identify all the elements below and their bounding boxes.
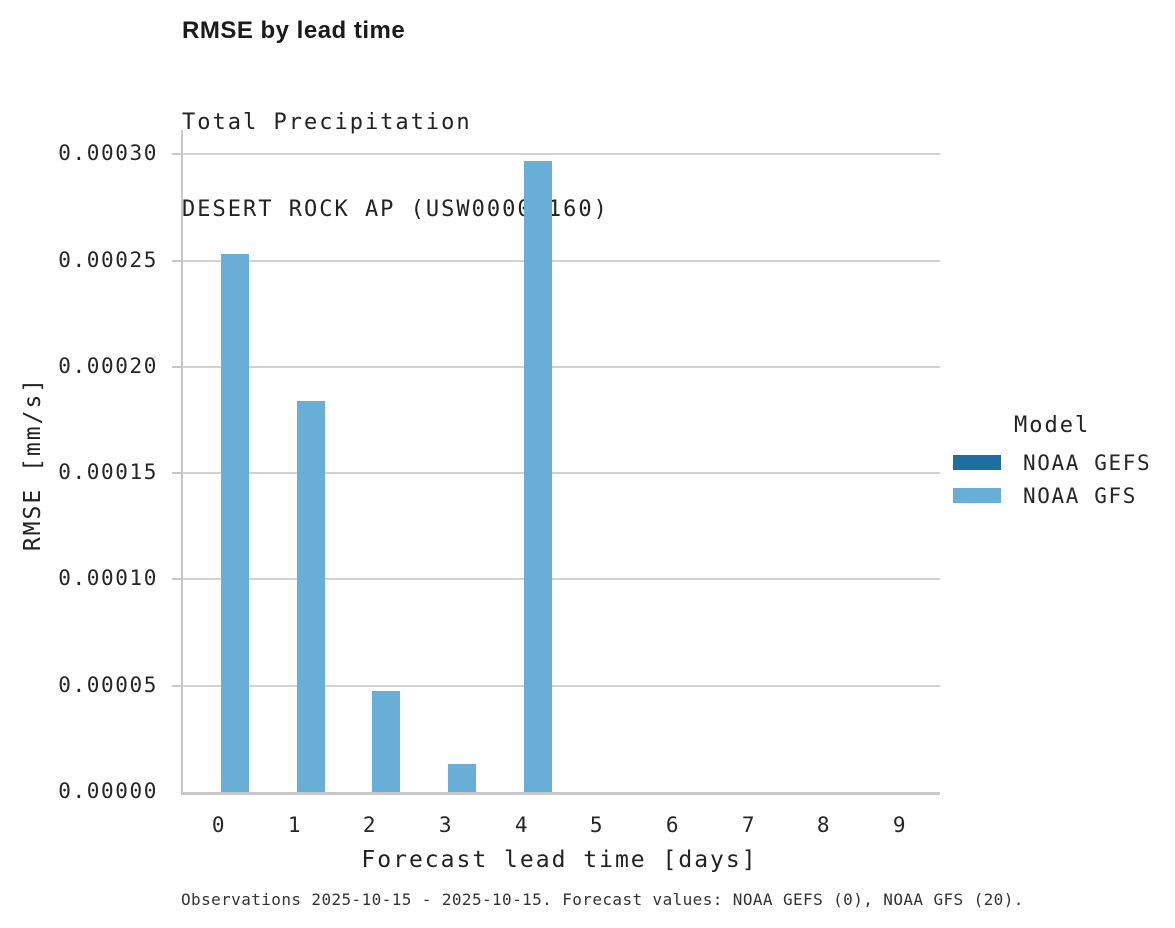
bar-noaa-gfs-lead-1 [297,401,325,792]
legend-swatch-noaa-gefs [953,455,1001,470]
bar-noaa-gfs-lead-4 [524,161,552,792]
x-tick-label: 3 [438,813,454,837]
chart-subtitle: Total Precipitation DESERT ROCK AP (USW0… [182,50,609,282]
legend-label-noaa-gefs: NOAA GEFS [1023,451,1152,475]
y-tick-label: 0.00000 [58,779,158,803]
y-tick-label: 0.00015 [58,460,158,485]
chart-title: RMSE by lead time [182,17,406,44]
y-tick-label: 0.00020 [58,353,158,378]
gridline [183,472,940,475]
y-tick-label: 0.00010 [58,566,158,591]
x-tick-label: 1 [287,813,303,837]
x-tick-label: 6 [665,813,681,837]
y-tick-mark [172,365,181,368]
gridline [183,259,940,262]
y-tick-label: 0.00030 [58,141,158,166]
footnote-caption: Observations 2025-10-15 - 2025-10-15. Fo… [181,890,1024,909]
legend-title: Model [1014,413,1091,438]
plot-panel [181,130,940,795]
subtitle-variable: Total Precipitation [182,110,472,135]
y-tick-mark [172,153,181,156]
x-tick-label: 0 [211,813,227,837]
y-tick-label: 0.00025 [58,247,158,272]
gridline [183,365,940,368]
bar-noaa-gfs-lead-2 [372,691,400,792]
x-tick-label: 5 [589,813,605,837]
x-tick-label: 9 [892,813,908,837]
gridline [183,578,940,581]
y-tick-mark [172,578,181,581]
bar-noaa-gfs-lead-0 [221,254,249,792]
gridline [183,153,940,156]
x-tick-label: 2 [362,813,378,837]
y-tick-mark [172,259,181,262]
x-tick-label: 4 [514,813,530,837]
bar-noaa-gfs-lead-3 [448,764,476,792]
y-tick-mark [172,472,181,475]
x-axis-label: Forecast lead time [days] [361,847,758,873]
gridline [183,684,940,687]
legend-swatch-noaa-gfs [953,488,1001,503]
subtitle-station: DESERT ROCK AP (USW00003160) [182,197,609,222]
x-tick-label: 8 [816,813,832,837]
legend-label-noaa-gfs: NOAA GFS [1023,484,1137,508]
x-tick-label: 7 [741,813,757,837]
y-tick-mark [172,684,181,687]
y-tick-label: 0.00005 [58,672,158,697]
